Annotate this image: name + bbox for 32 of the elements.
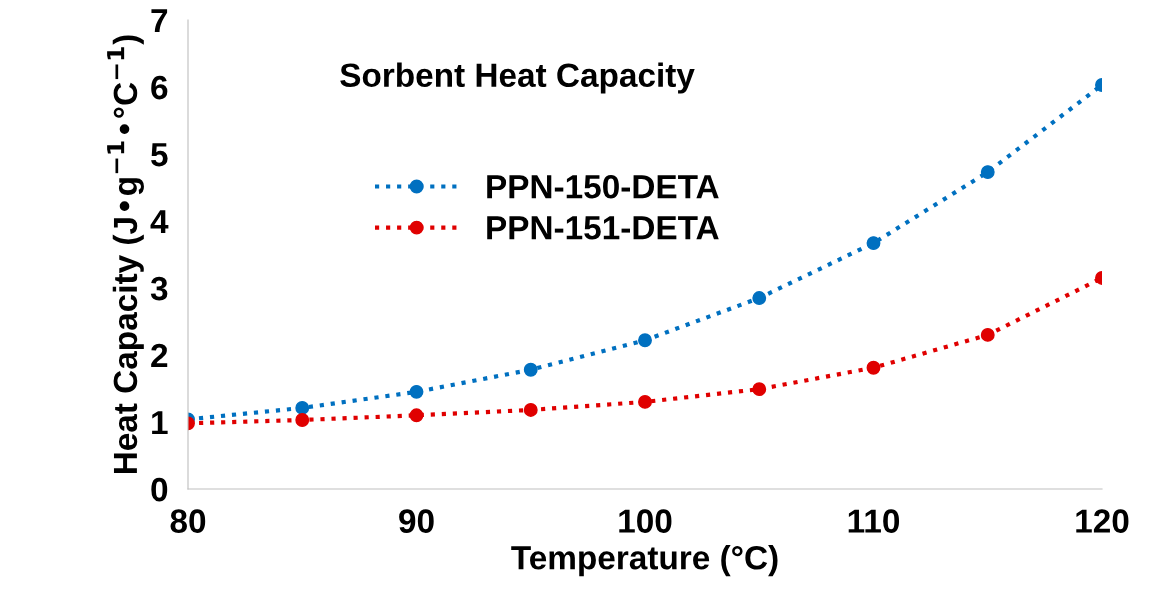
- point: [295, 400, 310, 415]
- y-tick-label: 4: [150, 210, 169, 234]
- y-tick-label: 3: [150, 276, 168, 301]
- x-tick-label: 90: [399, 509, 434, 533]
- x-tick-label: 120: [1076, 509, 1129, 533]
- legend-label: PPN-151-DETA: [487, 216, 719, 240]
- y-tick-label: 1: [152, 411, 168, 435]
- x-tick-label: 100: [619, 509, 672, 533]
- x-tick-label: 110: [848, 509, 900, 533]
- point: [752, 382, 767, 397]
- point: [523, 402, 538, 417]
- point: [980, 165, 995, 180]
- y-tick-label: 0: [151, 477, 168, 502]
- y-tick-label: 2: [151, 343, 168, 368]
- point: [866, 360, 881, 375]
- text: Sorbent Heat Capacity: [340, 62, 695, 94]
- y-tick-label: 7: [151, 9, 168, 33]
- x-tick-label: 80: [170, 509, 206, 533]
- point: [980, 327, 995, 342]
- point: [638, 394, 652, 409]
- point: [409, 384, 424, 399]
- point: [866, 236, 881, 251]
- point: [523, 362, 538, 377]
- point: [752, 291, 767, 305]
- y-tick-label: 5: [151, 143, 168, 167]
- y-axis-title: Heat Capacity (J•g$^{−1}$•°C$^{−1}$): [107, 35, 144, 474]
- legend-label: PPN-150-DETA: [487, 174, 719, 199]
- point: [638, 333, 652, 348]
- y-tick-label: 6: [151, 75, 168, 100]
- point: [409, 408, 424, 423]
- x-axis-title: Temperature (°C): [511, 545, 778, 577]
- point: [295, 413, 310, 427]
